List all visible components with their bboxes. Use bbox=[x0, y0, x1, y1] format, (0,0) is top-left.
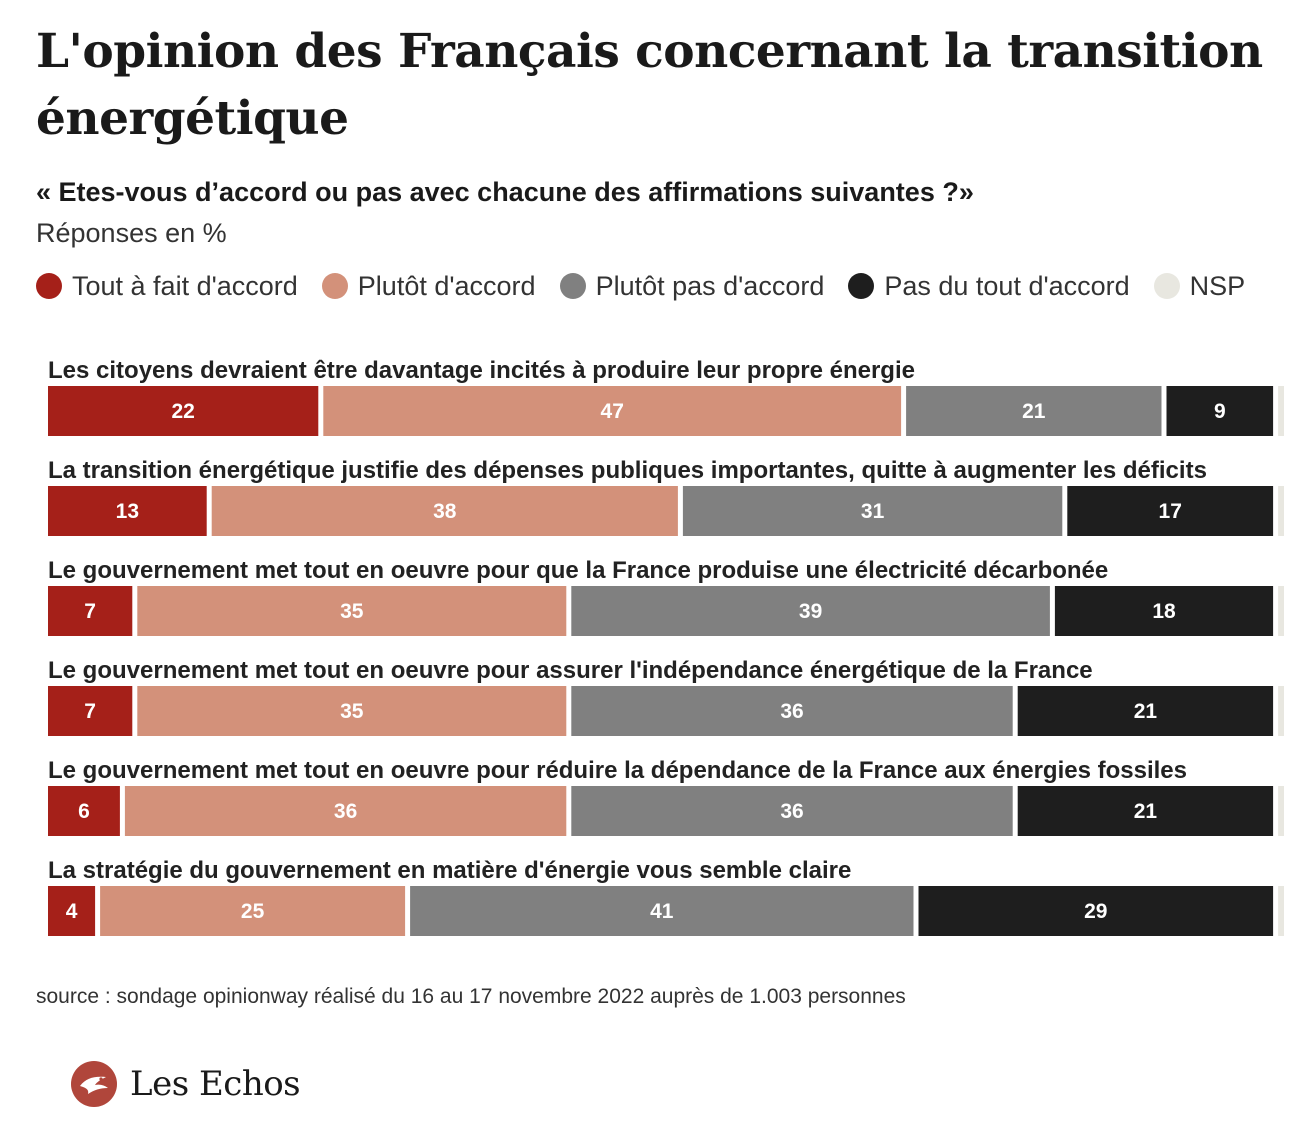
bar-value-label: 9 bbox=[1214, 400, 1226, 423]
category-label: Les citoyens devraient être davantage in… bbox=[48, 357, 915, 384]
bar-segment bbox=[48, 686, 133, 736]
bar-value-label: 36 bbox=[780, 700, 803, 723]
bar-value-label: 1 bbox=[1284, 700, 1296, 723]
bar-value-label: 4 bbox=[66, 900, 78, 923]
bar-segment bbox=[410, 886, 914, 936]
legend-swatch bbox=[321, 273, 348, 299]
bar-segment bbox=[1054, 586, 1274, 636]
legend-label: Pas du tout d'accord bbox=[884, 271, 1130, 301]
bar-segment bbox=[48, 786, 120, 836]
bar-segment bbox=[571, 786, 1013, 836]
bar-segment bbox=[1278, 786, 1284, 836]
units-note: Réponses en % bbox=[36, 218, 227, 248]
bar-segment bbox=[918, 886, 1274, 936]
bar-value-label: 21 bbox=[1134, 800, 1158, 823]
legend-label: Tout à fait d'accord bbox=[72, 271, 298, 301]
category-label: La stratégie du gouvernement en matière … bbox=[48, 857, 851, 884]
bar-value-label: 1 bbox=[1284, 800, 1296, 823]
category-label: Le gouvernement met tout en oeuvre pour … bbox=[48, 757, 1187, 784]
bar-value-label: 35 bbox=[340, 600, 364, 623]
bar-segment bbox=[137, 586, 567, 636]
bar-value-label: 36 bbox=[334, 800, 357, 823]
stacked-bar-chart: Les citoyens devraient être davantage in… bbox=[48, 357, 1296, 936]
bar-value-label: 18 bbox=[1152, 600, 1176, 623]
bar-value-label: 17 bbox=[1159, 500, 1182, 523]
bar-value-label: 6 bbox=[78, 800, 90, 823]
bar-value-label: 21 bbox=[1022, 400, 1046, 423]
legend-item-tout-a-fait: Tout à fait d'accord bbox=[36, 270, 298, 302]
legend-label: Plutôt d'accord bbox=[357, 271, 536, 301]
bar-segment bbox=[1166, 386, 1274, 436]
category-label: Le gouvernement met tout en oeuvre pour … bbox=[48, 657, 1093, 684]
bar-segment bbox=[1017, 686, 1274, 736]
bar-value-label: 1 bbox=[1284, 500, 1296, 523]
category-label: Le gouvernement met tout en oeuvre pour … bbox=[48, 557, 1108, 584]
legend-swatch bbox=[848, 273, 875, 299]
legend-swatch bbox=[1153, 273, 1180, 299]
brand-name: Les Echos bbox=[130, 1064, 301, 1104]
bar-segment bbox=[211, 486, 678, 536]
legend-item-plutot-pas: Plutôt pas d'accord bbox=[559, 270, 825, 302]
bar-segment bbox=[571, 686, 1013, 736]
bar-value-label: 41 bbox=[650, 900, 674, 923]
bar-segment bbox=[906, 386, 1162, 436]
legend-swatch bbox=[36, 273, 62, 299]
bar-value-label: 1 bbox=[1284, 900, 1296, 923]
bar-value-label: 47 bbox=[601, 400, 624, 423]
bar-value-label: 7 bbox=[84, 600, 96, 623]
bar-value-label: 1 bbox=[1284, 600, 1296, 623]
bar-segment bbox=[1278, 586, 1284, 636]
bar-segment bbox=[48, 586, 133, 636]
legend: Tout à fait d'accord Plutôt d'accord Plu… bbox=[36, 270, 1276, 302]
legend-item-nsp: NSP bbox=[1153, 270, 1246, 302]
bar-segment bbox=[571, 586, 1050, 636]
category-label: La transition énergétique justifie des d… bbox=[48, 457, 1207, 484]
source-note: source : sondage opinionway réalisé du 1… bbox=[36, 985, 906, 1008]
bar-segment bbox=[1278, 486, 1284, 536]
bar-value-label: 13 bbox=[116, 500, 139, 523]
bar-segment bbox=[1017, 786, 1274, 836]
bar-value-label: 39 bbox=[799, 600, 822, 623]
legend-swatch bbox=[559, 273, 586, 299]
les-echos-emblem-icon bbox=[71, 1061, 117, 1107]
chart-title: L'opinion des Français concernant la tra… bbox=[36, 24, 1263, 146]
legend-item-plutot: Plutôt d'accord bbox=[321, 270, 536, 302]
bar-value-label: 35 bbox=[340, 700, 364, 723]
bar-segment bbox=[1278, 886, 1284, 936]
bar-segment bbox=[48, 886, 96, 936]
bar-value-label: 21 bbox=[1134, 700, 1158, 723]
bar-value-label: 36 bbox=[780, 800, 803, 823]
les-echos-logo: Les Echos bbox=[70, 1060, 301, 1108]
bar-value-label: 22 bbox=[171, 400, 194, 423]
bar-segment bbox=[48, 486, 207, 536]
bar-value-label: 31 bbox=[861, 500, 885, 523]
legend-item-pas-du-tout: Pas du tout d'accord bbox=[848, 270, 1130, 302]
bar-segment bbox=[1278, 386, 1284, 436]
legend-label: Plutôt pas d'accord bbox=[595, 271, 825, 301]
bar-segment bbox=[1278, 686, 1284, 736]
bar-value-label: 29 bbox=[1084, 900, 1107, 923]
bar-segment bbox=[124, 786, 567, 836]
bar-value-label: 1 bbox=[1284, 400, 1296, 423]
bar-segment bbox=[137, 686, 567, 736]
bar-segment bbox=[100, 886, 406, 936]
bar-value-label: 7 bbox=[84, 700, 96, 723]
bar-value-label: 25 bbox=[241, 900, 265, 923]
legend-label: NSP bbox=[1189, 271, 1246, 301]
bar-segment bbox=[682, 486, 1063, 536]
chart-subtitle: « Etes-vous d’accord ou pas avec chacune… bbox=[36, 177, 974, 207]
bar-segment bbox=[48, 386, 319, 436]
bar-value-label: 38 bbox=[433, 500, 457, 523]
bar-segment bbox=[323, 386, 902, 436]
bar-segment bbox=[1067, 486, 1274, 536]
